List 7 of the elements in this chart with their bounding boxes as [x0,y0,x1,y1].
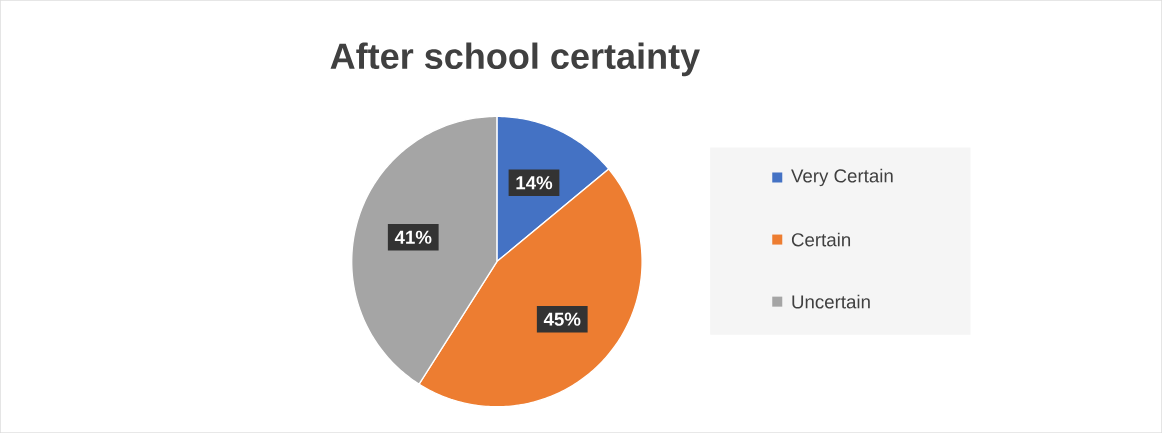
legend-label: Uncertain [792,294,870,309]
data-label: 41% [394,230,432,244]
legend-label: Very Certain [791,168,893,187]
legend-label: Certain [791,232,851,247]
chart-title: After school certainty [330,42,700,77]
data-label: 14% [516,176,553,190]
data-label: 45% [543,312,581,326]
